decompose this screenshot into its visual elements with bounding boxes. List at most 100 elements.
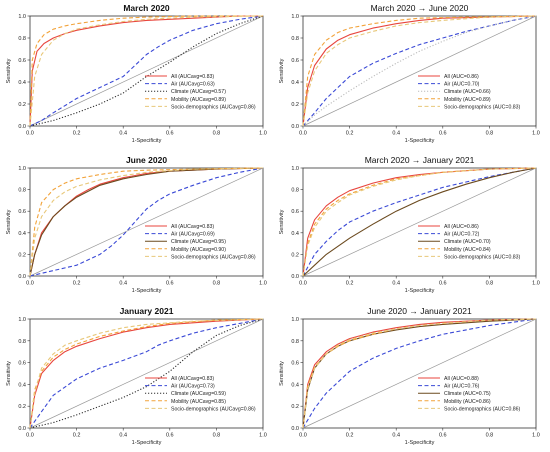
legend-label: All (AUC=0.86) — [444, 224, 479, 230]
y-axis-label: Sensitivity — [279, 209, 285, 234]
x-tick-label: 0.8 — [486, 131, 494, 137]
x-tick-label: 0.0 — [299, 281, 307, 287]
x-tick-label: 0.0 — [299, 433, 307, 439]
y-axis-label: Sensitivity — [279, 361, 285, 386]
legend-label: All (AUCavg=0.83) — [171, 74, 214, 80]
x-tick-label: 0.2 — [73, 131, 81, 137]
legend-label: Climate (AUCavg=0.57) — [171, 89, 226, 95]
legend-label: All (AUC=0.86) — [444, 74, 479, 80]
panel-title: January 2021 — [120, 306, 174, 316]
legend-label: Climate (AUC=0.66) — [444, 89, 491, 95]
y-tick-label: 0.2 — [291, 252, 299, 258]
y-tick-label: 0.2 — [18, 102, 26, 108]
legend-label: Climate (AUCavg=0.95) — [171, 239, 226, 245]
x-tick-label: 0.2 — [73, 433, 81, 439]
legend-label: Socio-demographics (AUC=0.83) — [444, 254, 521, 260]
roc-curve-series-2 — [29, 167, 264, 277]
y-tick-label: 0.0 — [291, 426, 299, 432]
legend-label: Air (AUCavg=0.69) — [171, 232, 215, 238]
x-axis-label: 1-Specificity — [405, 440, 435, 446]
legend-label: Air (AUCavg=0.73) — [171, 384, 215, 390]
x-tick-label: 0.0 — [26, 131, 34, 137]
y-tick-label: 0.2 — [18, 252, 26, 258]
y-tick-label: 0.8 — [291, 36, 299, 42]
roc-panel-6: June 2020 → January 2021 0.0 0.2 0.4 0.6 0.8 1… — [279, 306, 540, 446]
y-tick-label: 0.0 — [18, 426, 26, 432]
reference-diagonal — [29, 15, 264, 127]
legend-label: Socio-demographics (AUC=0.83) — [444, 104, 521, 110]
x-axis-label: 1-Specificity — [405, 288, 435, 294]
roc-curve-series-5 — [29, 318, 264, 429]
x-tick-label: 0.4 — [119, 433, 127, 439]
legend-label: All (AUCavg=0.83) — [171, 224, 214, 230]
roc-curve-series-4 — [29, 167, 264, 277]
x-tick-label: 0.2 — [346, 281, 354, 287]
panel-title: March 2020 → January 2021 — [365, 155, 475, 165]
roc-curve-series-2 — [29, 318, 264, 429]
legend-label: Mobility (AUC=0.86) — [444, 399, 491, 405]
y-tick-label: 0.0 — [291, 274, 299, 280]
y-tick-label: 0.4 — [18, 231, 26, 237]
roc-curve-series-2 — [302, 318, 537, 429]
x-tick-label: 0.8 — [213, 281, 221, 287]
roc-panel-2: March 2020 → June 2020 0.0 0.2 0.4 0.6 0.8 1.0… — [279, 3, 540, 144]
roc-curve-series-3 — [302, 167, 537, 277]
x-tick-label: 0.8 — [213, 131, 221, 137]
y-tick-label: 0.6 — [18, 58, 26, 64]
roc-curve-series-3 — [29, 167, 264, 277]
y-tick-label: 0.4 — [291, 382, 299, 388]
legend-label: Climate (AUC=0.70) — [444, 239, 491, 245]
roc-curve-series-2 — [302, 167, 537, 277]
x-tick-label: 0.0 — [26, 281, 34, 287]
legend-label: Socio-demographics (AUCavg=0.86) — [171, 104, 256, 110]
y-tick-label: 0.4 — [291, 231, 299, 237]
y-tick-label: 0.6 — [18, 361, 26, 367]
x-tick-label: 0.8 — [213, 433, 221, 439]
y-tick-label: 0.2 — [291, 404, 299, 410]
roc-panel-1: March 2020 0.0 0.2 0.4 0.6 0.8 1.0 0.0 0.2 0.4 0.6… — [6, 3, 267, 144]
legend-label: All (AUC=0.88) — [444, 376, 479, 382]
x-tick-label: 0.2 — [346, 131, 354, 137]
y-tick-label: 0.0 — [18, 124, 26, 130]
y-tick-label: 0.0 — [291, 124, 299, 130]
plot-frame — [29, 318, 264, 429]
plot-frame — [302, 15, 537, 127]
y-tick-label: 0.4 — [18, 80, 26, 86]
legend-label: Socio-demographics (AUCavg=0.86) — [171, 254, 256, 260]
legend-label: Mobility (AUCavg=0.89) — [171, 97, 226, 103]
y-tick-label: 1.0 — [291, 317, 299, 323]
x-tick-label: 1.0 — [259, 131, 267, 137]
y-tick-label: 0.8 — [291, 339, 299, 345]
panel-title: March 2020 → June 2020 — [371, 3, 469, 13]
x-tick-label: 0.4 — [119, 131, 127, 137]
reference-diagonal — [29, 318, 264, 429]
y-axis-label: Sensitivity — [279, 58, 285, 83]
x-tick-label: 0.2 — [73, 281, 81, 287]
legend-label: Air (AUCavg=0.63) — [171, 82, 215, 88]
panel-title: March 2020 — [123, 3, 170, 13]
roc-panel-4: March 2020 → January 2021 0.0 0.2 0.4 0.6 0.8… — [279, 155, 540, 294]
roc-curve-series-2 — [29, 15, 264, 127]
y-tick-label: 0.4 — [18, 382, 26, 388]
legend-label: Socio-demographics (AUC=0.86) — [444, 406, 521, 412]
x-tick-label: 0.6 — [439, 131, 447, 137]
plot-frame — [29, 167, 264, 277]
x-tick-label: 0.0 — [299, 131, 307, 137]
x-axis-label: 1-Specificity — [132, 440, 162, 446]
y-tick-label: 1.0 — [18, 14, 26, 20]
legend-label: Mobility (AUCavg=0.90) — [171, 247, 226, 253]
roc-curve-series-5 — [302, 167, 537, 277]
roc-curve-series-4 — [29, 318, 264, 429]
plot-frame — [302, 318, 537, 429]
y-tick-label: 0.6 — [291, 58, 299, 64]
x-tick-label: 0.4 — [392, 281, 400, 287]
y-tick-label: 0.6 — [18, 209, 26, 215]
y-tick-label: 0.8 — [291, 188, 299, 194]
roc-curve-series-1 — [29, 318, 264, 429]
reference-diagonal — [302, 318, 537, 429]
x-tick-label: 0.0 — [26, 433, 34, 439]
y-tick-label: 1.0 — [18, 317, 26, 323]
legend-label: Climate (AUC=0.75) — [444, 391, 491, 397]
